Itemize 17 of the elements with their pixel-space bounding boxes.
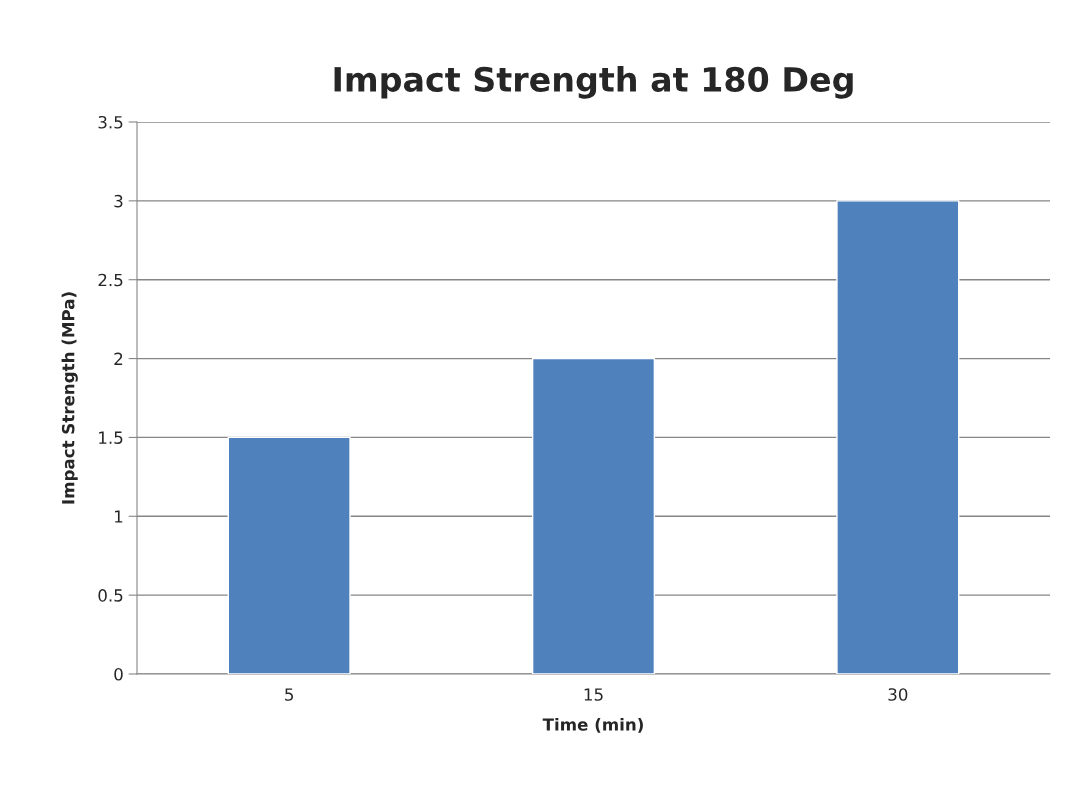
x-tick-label: 5 [285,688,294,701]
x-tick-label: 15 [584,688,603,701]
bar [227,436,351,674]
bar [531,357,656,674]
chart-title: Impact Strength at 180 Deg [334,66,853,99]
y-tick-label: 3.5 [98,115,123,129]
y-tick-label: 0.5 [98,589,123,602]
y-tick-label: 1.5 [99,431,123,444]
y-tick-label: 0 [114,667,123,681]
bar [836,200,960,674]
y-tick-label: 1 [115,510,123,523]
y-tick-label: 2 [114,352,123,365]
x-axis-title: Time (min) [542,717,643,733]
y-tick-label: 2.5 [98,273,123,287]
y-axis-title: Impact Strength (MPa) [61,292,78,504]
y-tick-label: 3 [114,194,123,208]
x-tick-label: 30 [888,688,908,701]
